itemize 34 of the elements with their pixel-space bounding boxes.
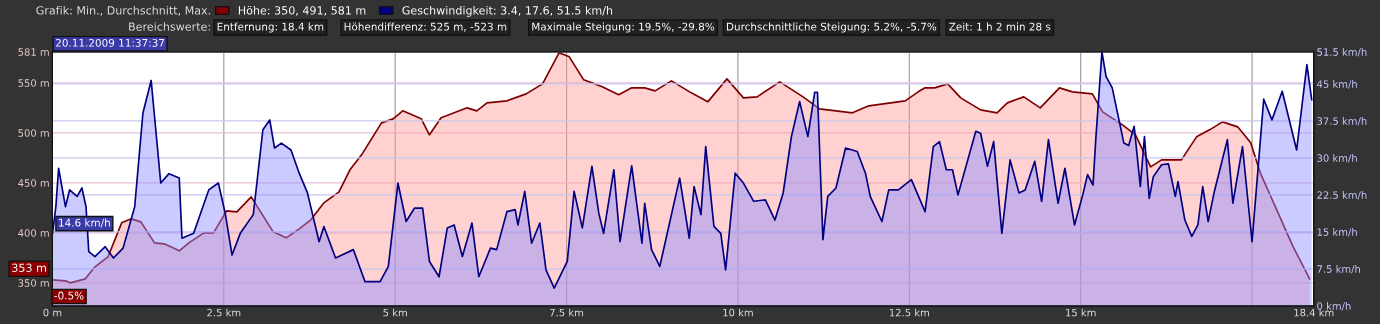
y2-tick-label: 0 km/h bbox=[1317, 302, 1351, 311]
text: Zeit: 1 h 2 min 28 s bbox=[949, 22, 1051, 31]
y2-tick-label: 51.5 km/h bbox=[1317, 48, 1367, 57]
y2-tick-label: 45 km/h bbox=[1317, 80, 1357, 89]
legend-label: Höhe: 350, 491, 581 m bbox=[238, 5, 366, 16]
annotation: -0.5% bbox=[54, 291, 84, 300]
text: Höhendifferenz: 525 m, -523 m bbox=[344, 22, 507, 32]
text: Maximale Steigung: 19.5%, -29.8% bbox=[532, 22, 715, 33]
x-tick-label: 10 km bbox=[723, 308, 753, 317]
chart-subtitle: Bereichswerte: bbox=[129, 22, 210, 31]
y-tick-label: 581 m bbox=[18, 48, 49, 56]
x-tick-label: 5 km bbox=[383, 308, 407, 317]
x-tick-label: 15 km bbox=[1066, 308, 1096, 317]
y2-tick-label: 15 km/h bbox=[1317, 228, 1357, 237]
y-tick-label: 500 m bbox=[18, 129, 49, 137]
y-tick-label: 350 m bbox=[18, 279, 49, 287]
text: 20.11.2009 11:37:37 bbox=[55, 38, 165, 47]
text: Durchschnittliche Steigung: 5.2%, -5.7% bbox=[726, 22, 937, 33]
y2-tick-label: 30 km/h bbox=[1317, 154, 1357, 163]
annotation: 353 m bbox=[12, 263, 46, 272]
legend-label: Geschwindigkeit: 3.4, 17.6, 51.5 km/h bbox=[402, 5, 613, 17]
x-tick-label: 12.5 km bbox=[889, 308, 929, 317]
annotation: 14.6 km/h bbox=[59, 218, 110, 228]
y-tick-label: 450 m bbox=[18, 179, 49, 187]
y2-tick-label: 37.5 km/h bbox=[1317, 117, 1367, 126]
text: Entfernung: 18.4 km bbox=[217, 22, 324, 33]
y2-tick-label: 22.5 km/h bbox=[1317, 191, 1367, 200]
x-tick-label: 0 m bbox=[43, 308, 62, 317]
x-tick-label: 2.5 km bbox=[207, 308, 241, 317]
y-tick-label: 400 m bbox=[18, 229, 49, 237]
y-tick-label: 550 m bbox=[18, 79, 49, 87]
chart-title: Grafik: Min., Durchschnitt, Max. bbox=[36, 5, 210, 16]
y2-tick-label: 7.5 km/h bbox=[1317, 265, 1361, 274]
x-tick-label: 7.5 km bbox=[550, 308, 584, 317]
